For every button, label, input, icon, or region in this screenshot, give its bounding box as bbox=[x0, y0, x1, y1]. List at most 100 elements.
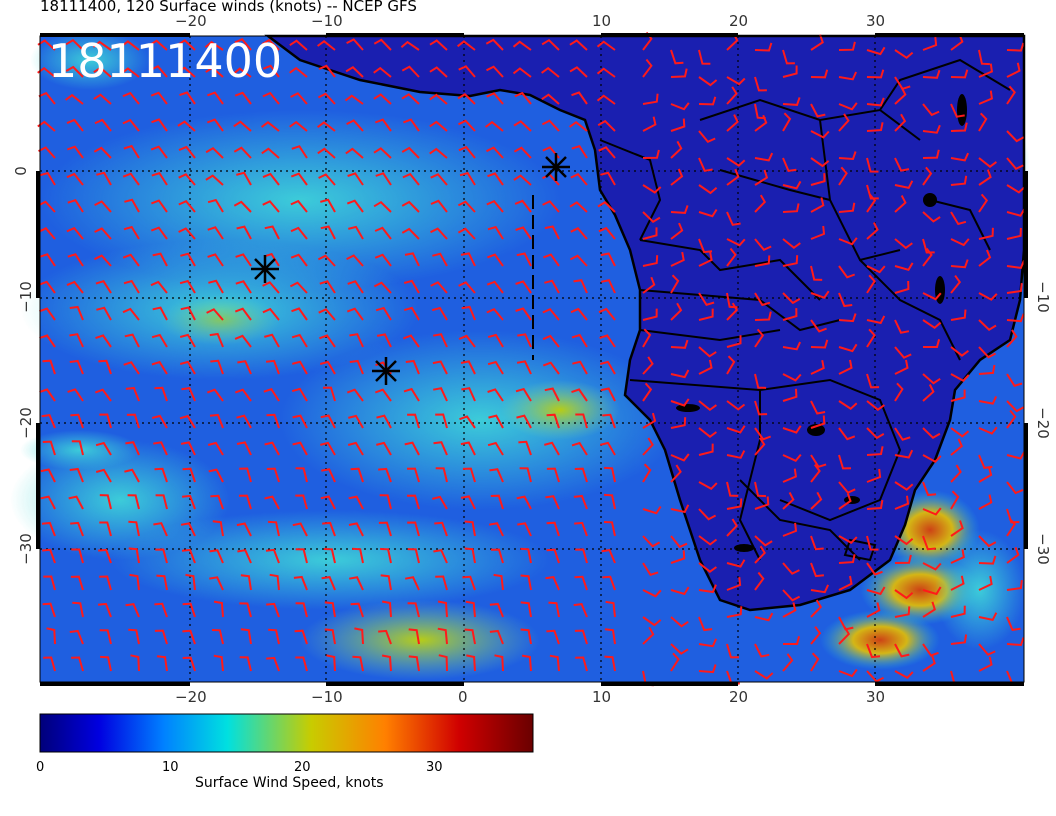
lat-label-right: −30 bbox=[1033, 533, 1052, 565]
wind-barb bbox=[810, 415, 826, 429]
wind-barb bbox=[1006, 508, 1020, 524]
lat-label-left: −30 bbox=[16, 533, 35, 565]
wind-barb bbox=[234, 334, 252, 348]
wind-barb bbox=[894, 554, 912, 564]
wind-barb bbox=[435, 413, 448, 429]
wind-barb bbox=[866, 400, 885, 411]
wind-barb bbox=[574, 467, 588, 483]
wind-barb bbox=[206, 308, 224, 321]
wind-barb bbox=[922, 384, 935, 402]
wind-barb bbox=[65, 93, 84, 105]
wind-barb bbox=[405, 576, 420, 591]
wind-barb bbox=[348, 225, 364, 240]
wind-barb bbox=[373, 281, 392, 294]
wind-barb bbox=[406, 494, 420, 510]
wind-barb bbox=[95, 334, 112, 348]
wind-barb bbox=[642, 227, 658, 240]
wind-barb bbox=[642, 308, 658, 321]
wind-barb bbox=[698, 208, 718, 218]
wind-barb bbox=[177, 66, 196, 78]
wind-barb bbox=[978, 157, 998, 168]
wind-barb bbox=[376, 333, 392, 348]
wind-barb bbox=[207, 91, 224, 105]
wind-barb bbox=[205, 66, 224, 78]
wind-barb bbox=[430, 281, 448, 294]
wind-barb bbox=[290, 172, 308, 186]
wind-barbs bbox=[37, 31, 1026, 687]
wind-barb bbox=[238, 494, 252, 510]
wind-barb bbox=[838, 41, 856, 51]
wind-barb bbox=[600, 171, 616, 186]
wind-barb bbox=[922, 586, 942, 596]
wind-barb bbox=[71, 656, 84, 672]
wind-barb bbox=[570, 227, 588, 240]
lon-label-bottom: 30 bbox=[866, 688, 886, 706]
wind-barb bbox=[182, 467, 196, 483]
wind-barb bbox=[237, 360, 252, 375]
wind-barb bbox=[373, 93, 392, 105]
wind-barb bbox=[320, 225, 336, 240]
wind-barb bbox=[1006, 62, 1021, 78]
wind-barb bbox=[322, 386, 336, 402]
wind-barb bbox=[810, 400, 826, 415]
wind-barb bbox=[596, 40, 616, 51]
wind-barb bbox=[318, 64, 336, 78]
wind-barb bbox=[349, 333, 364, 348]
wind-barb bbox=[347, 280, 364, 294]
wind-barb bbox=[642, 255, 659, 267]
wind-barb bbox=[264, 333, 280, 348]
wind-barb bbox=[512, 67, 532, 78]
wind-barb bbox=[38, 146, 56, 159]
wind-barb bbox=[541, 38, 560, 51]
wind-barb bbox=[156, 574, 168, 591]
wind-barb bbox=[698, 157, 713, 172]
wind-barb bbox=[546, 467, 560, 483]
wind-barb bbox=[950, 152, 970, 162]
wind-barb bbox=[317, 92, 336, 105]
wind-barb bbox=[754, 373, 767, 389]
wind-barb bbox=[670, 417, 687, 429]
wind-barb bbox=[486, 92, 504, 105]
wind-barb bbox=[573, 494, 588, 510]
wind-barb bbox=[401, 146, 420, 159]
wind-barb bbox=[290, 92, 308, 105]
wind-barb bbox=[866, 193, 877, 213]
wind-barb bbox=[435, 467, 448, 483]
wind-barb bbox=[754, 481, 767, 498]
wind-barb bbox=[922, 562, 942, 571]
wind-barb bbox=[570, 172, 588, 186]
wind-barb bbox=[726, 302, 739, 321]
wind-barb bbox=[155, 494, 168, 510]
wind-barb bbox=[726, 335, 742, 348]
wind-barb bbox=[294, 629, 308, 645]
wind-barb bbox=[125, 386, 140, 402]
wind-barb bbox=[517, 522, 532, 537]
wind-barb bbox=[549, 654, 560, 672]
wind-barb bbox=[698, 251, 713, 267]
wind-barb bbox=[263, 252, 280, 267]
wind-barb bbox=[433, 441, 448, 456]
wind-barb bbox=[726, 238, 746, 247]
wind-barb bbox=[99, 494, 112, 510]
wind-barb bbox=[782, 255, 799, 267]
wind-barb bbox=[866, 46, 886, 56]
wind-barb bbox=[520, 574, 532, 591]
wind-barb bbox=[572, 360, 588, 375]
wind-barb bbox=[922, 373, 941, 385]
wind-barb bbox=[179, 91, 196, 105]
wind-barb bbox=[408, 655, 420, 672]
wind-barb bbox=[291, 387, 308, 402]
wind-barb bbox=[642, 626, 655, 645]
map-frame bbox=[39, 35, 1025, 683]
wind-barb bbox=[950, 211, 967, 226]
wind-barb bbox=[838, 237, 858, 246]
wind-barb bbox=[151, 172, 168, 186]
wind-barb bbox=[726, 114, 739, 132]
wind-barb bbox=[810, 562, 824, 578]
wind-barb bbox=[150, 91, 168, 105]
wind-barb bbox=[542, 307, 560, 321]
wind-barb bbox=[487, 441, 504, 456]
wind-barb bbox=[866, 274, 876, 294]
wind-barb bbox=[782, 308, 798, 321]
